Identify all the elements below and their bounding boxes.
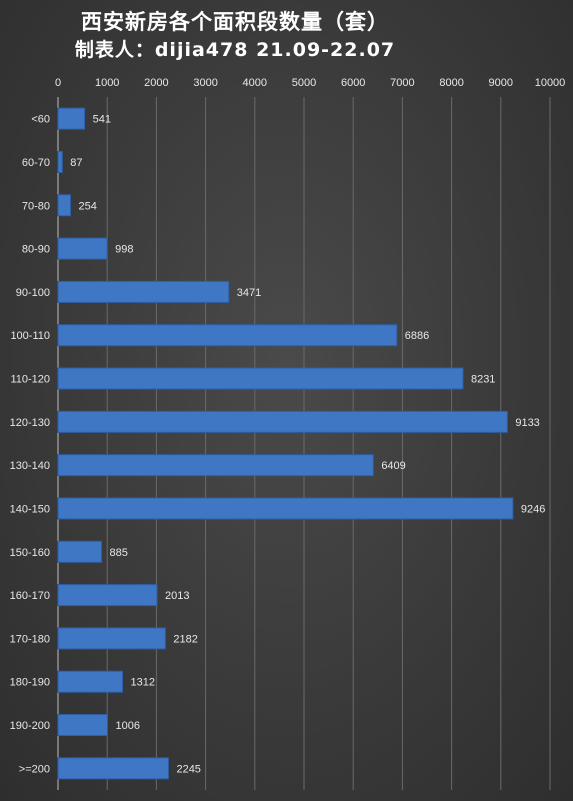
y-category-label: 60-70 bbox=[22, 157, 50, 169]
bar bbox=[57, 584, 158, 607]
bar bbox=[57, 107, 86, 130]
data-label: 998 bbox=[115, 244, 133, 256]
data-label: 6886 bbox=[405, 330, 429, 342]
data-label: 885 bbox=[110, 547, 128, 559]
x-tick-label: 1000 bbox=[95, 77, 119, 89]
bar bbox=[57, 497, 514, 520]
bar bbox=[57, 540, 103, 563]
y-category-label: 70-80 bbox=[22, 200, 50, 212]
bar bbox=[57, 367, 464, 390]
x-tick-label: 4000 bbox=[243, 77, 267, 89]
bar bbox=[57, 714, 108, 737]
data-label: 254 bbox=[78, 200, 96, 212]
data-label: 1006 bbox=[115, 720, 139, 732]
y-category-label: 120-130 bbox=[10, 417, 50, 429]
data-label: 6409 bbox=[381, 460, 405, 472]
data-label: 87 bbox=[70, 157, 82, 169]
x-tick-label: 5000 bbox=[292, 77, 316, 89]
bar bbox=[57, 324, 398, 347]
data-label: 2182 bbox=[173, 633, 197, 645]
data-label: 8231 bbox=[471, 374, 495, 386]
x-tick-label: 9000 bbox=[489, 77, 513, 89]
y-category-label: 140-150 bbox=[10, 503, 50, 515]
y-category-label: 190-200 bbox=[10, 720, 50, 732]
y-category-label: 180-190 bbox=[10, 677, 50, 689]
y-category-label: 90-100 bbox=[16, 287, 50, 299]
y-category-label: 130-140 bbox=[10, 460, 50, 472]
bar bbox=[57, 757, 169, 780]
y-category-label: 170-180 bbox=[10, 633, 50, 645]
data-label: 3471 bbox=[237, 287, 261, 299]
y-category-label: 80-90 bbox=[22, 244, 50, 256]
bar bbox=[57, 627, 166, 650]
bar bbox=[57, 194, 71, 217]
data-label: 2245 bbox=[176, 763, 200, 775]
bar bbox=[57, 410, 508, 433]
chart-title: 西安新房各个面积段数量（套） bbox=[81, 9, 389, 34]
y-category-label: 110-120 bbox=[10, 374, 50, 386]
bar bbox=[57, 670, 124, 693]
data-label: 9246 bbox=[521, 503, 545, 515]
x-tick-label: 0 bbox=[55, 77, 61, 89]
chart-subtitle: 制表人：dijia478 21.09-22.07 bbox=[74, 39, 396, 61]
x-tick-label: 8000 bbox=[439, 77, 463, 89]
y-category-label: <60 bbox=[31, 114, 50, 126]
data-label: 541 bbox=[93, 114, 111, 126]
y-category-label: 150-160 bbox=[10, 547, 50, 559]
data-label: 1312 bbox=[131, 677, 155, 689]
bar bbox=[57, 454, 374, 477]
y-category-label: 160-170 bbox=[10, 590, 50, 602]
x-tick-label: 2000 bbox=[144, 77, 168, 89]
x-tick-label: 7000 bbox=[390, 77, 414, 89]
data-label: 2013 bbox=[165, 590, 189, 602]
bar bbox=[57, 280, 230, 303]
x-tick-label: 3000 bbox=[193, 77, 217, 89]
x-tick-label: 6000 bbox=[341, 77, 365, 89]
bar bbox=[57, 150, 63, 173]
data-label: 9133 bbox=[515, 417, 539, 429]
bar bbox=[57, 237, 108, 260]
chart-title-block: 西安新房各个面积段数量（套） 制表人：dijia478 21.09-22.07 bbox=[0, 8, 470, 64]
x-tick-label: 10000 bbox=[535, 77, 566, 89]
y-category-label: 100-110 bbox=[10, 330, 50, 342]
y-category-label: >=200 bbox=[19, 763, 50, 775]
